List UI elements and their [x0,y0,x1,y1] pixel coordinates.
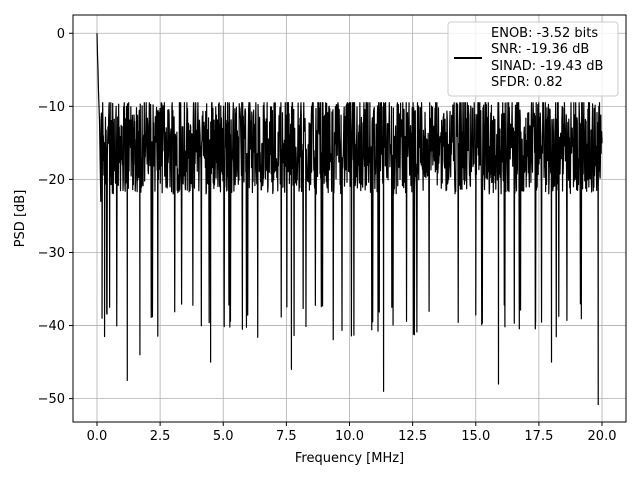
y-axis-label: PSD [dB] [13,190,28,248]
y-tick-label: −20 [38,173,65,188]
y-tick-label: −30 [38,246,65,261]
y-tick-label: −10 [38,100,65,115]
ticks: 0.0 2.5 5.0 7.5 10.0 12.5 15.0 17.5 20.0 0 −10 −20 −… [38,27,617,444]
x-tick-label: 17.5 [524,429,553,444]
x-tick-label: 15.0 [461,429,490,444]
y-tick-label: −40 [38,319,65,334]
x-tick-label: 20.0 [588,429,617,444]
x-tick-label: 12.5 [398,429,427,444]
legend-enob: ENOB: -3.52 bits [491,26,598,41]
legend: ENOB: -3.52 bits SNR: -19.36 dB SINAD: -… [447,21,619,97]
x-tick-label: 7.5 [276,429,297,444]
x-tick-label: 2.5 [150,429,171,444]
x-tick-label: 0.0 [87,429,108,444]
legend-box [447,21,619,97]
y-tick-label: −50 [38,392,65,407]
x-tick-label: 10.0 [335,429,364,444]
legend-snr: SNR: -19.36 dB [491,42,589,57]
psd-line [96,33,603,406]
psd-series [96,33,603,406]
legend-sfdr: SFDR: 0.82 [491,75,563,90]
legend-sinad: SINAD: -19.43 dB [491,59,603,74]
x-axis-label: Frequency [MHz] [295,451,404,466]
y-tick-label: 0 [57,27,65,42]
x-tick-label: 5.0 [213,429,234,444]
